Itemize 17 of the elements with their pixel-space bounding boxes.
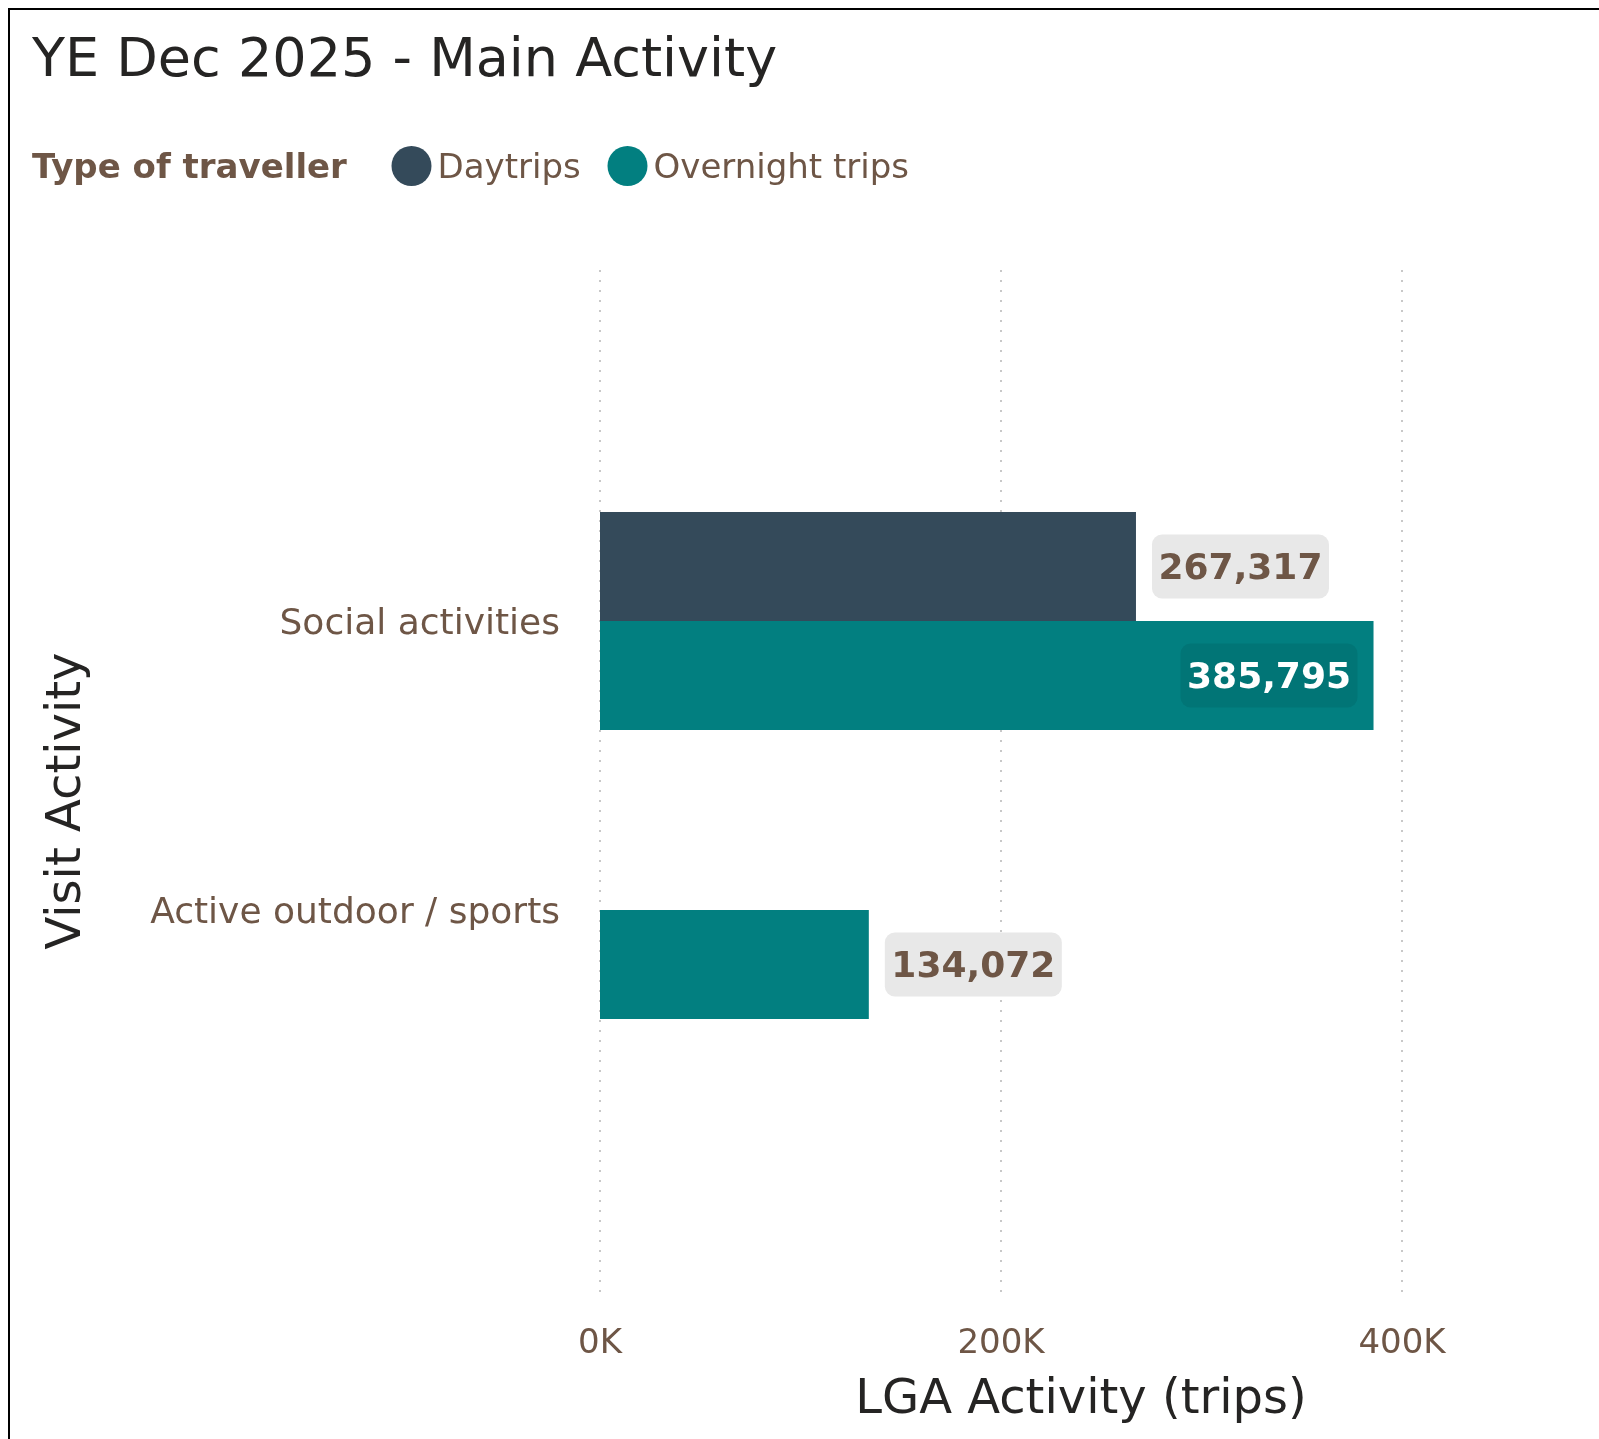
data-label: 134,072 xyxy=(891,944,1056,986)
x-tick-label: 400K xyxy=(1358,1321,1448,1361)
x-axis-title: LGA Activity (trips) xyxy=(855,1368,1307,1424)
bar xyxy=(600,621,1374,730)
legend-label: Daytrips xyxy=(437,146,581,186)
y-tick-label: Active outdoor / sports xyxy=(150,889,560,931)
bar xyxy=(600,910,869,1019)
y-tick-label: Social activities xyxy=(279,600,560,642)
data-label: 385,795 xyxy=(1187,655,1351,697)
chart-title: YE Dec 2025 - Main Activity xyxy=(31,26,778,89)
y-axis-title: Visit Activity xyxy=(35,652,91,950)
legend-label: Overnight trips xyxy=(653,146,909,186)
legend-title: Type of traveller xyxy=(32,146,348,186)
x-tick-label: 200K xyxy=(957,1321,1047,1361)
data-label: 267,317 xyxy=(1158,546,1323,588)
bar xyxy=(600,512,1136,621)
x-tick-label: 0K xyxy=(578,1321,624,1361)
